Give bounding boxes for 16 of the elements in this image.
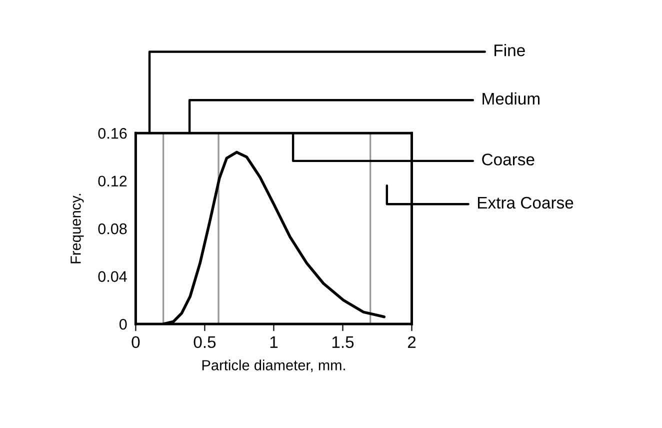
x-tick-label: 2 [408,336,416,348]
y-tick-label: 0.08 [98,223,127,234]
x-tick-label: 1.5 [332,336,354,348]
y-axis-title: Frequency. [70,194,84,264]
text: Medium [482,92,540,105]
y-tick-label: 0.12 [98,176,127,187]
text: Extra Coarse [478,196,574,209]
x-axis-title: Particle diameter, mm. [202,360,345,372]
text: Fine [494,44,525,56]
y-tick-label: 0 [119,318,127,330]
x-tick-label: 1 [270,336,278,348]
x-tick-label: 0 [132,336,140,348]
y-tick-label: 0.04 [98,271,127,282]
x-tick-label: 0.5 [194,336,216,348]
y-tick-label: 0.16 [98,128,127,139]
text: Coarse [482,154,534,166]
